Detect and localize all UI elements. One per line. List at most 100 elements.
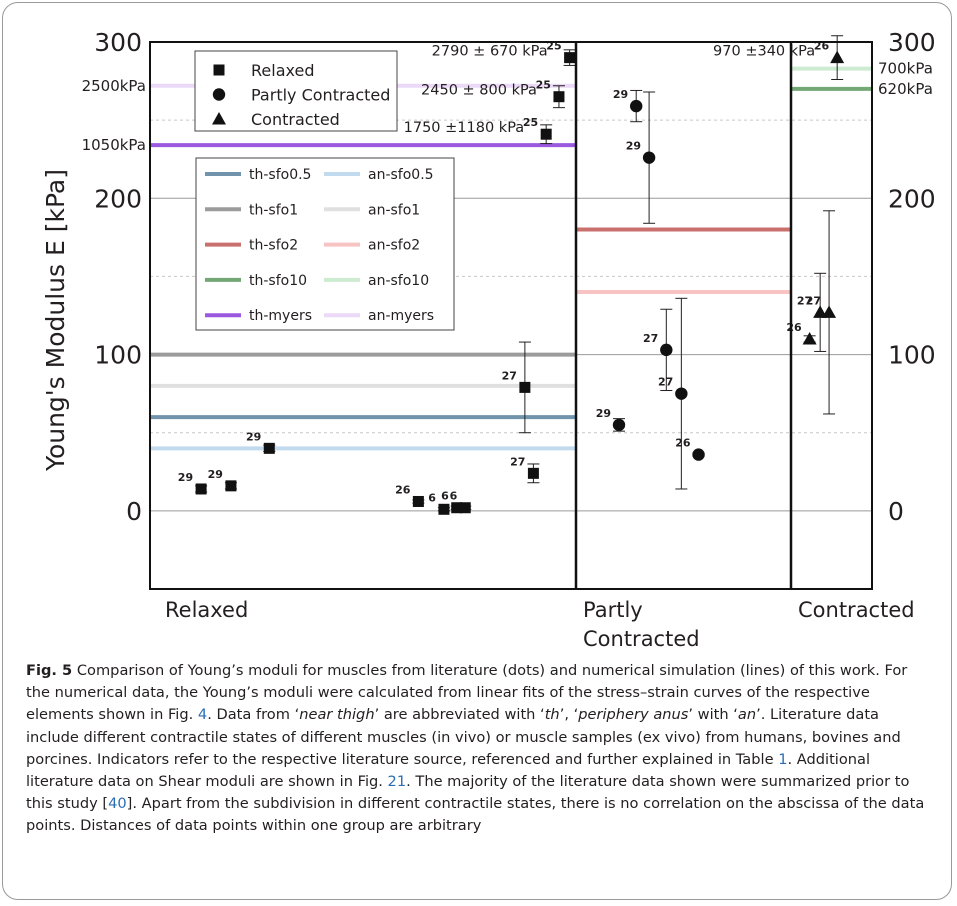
reference-label: 27 (658, 376, 673, 389)
y-tick-label-right: 200 (888, 184, 936, 213)
data-point: 29 (626, 91, 656, 224)
group-label: Relaxed (165, 598, 248, 622)
marker-triangle (802, 331, 817, 345)
line-value-label: 700kPa (878, 60, 933, 78)
data-point: 6 (428, 491, 450, 515)
y-tick-label-left: 200 (94, 184, 142, 213)
marker-square (527, 467, 539, 479)
reference-label: 29 (208, 468, 223, 481)
legend-line-label: th-sfo2 (249, 238, 298, 254)
y-tick-label-right: 100 (888, 341, 936, 370)
y-tick-label-left: 300 (94, 28, 142, 57)
legend-marker-triangle (212, 112, 226, 125)
data-point: 29 (613, 88, 643, 123)
marker-circle (692, 448, 705, 461)
legends: Relaxed Partly Contracted Contracted th-sfo… (194, 50, 455, 331)
reference-label: 29 (596, 407, 611, 420)
y-tick-label-left: 0 (126, 497, 142, 526)
marker-square (519, 381, 531, 393)
group-label: Contracted (798, 598, 915, 622)
value-annotation: 970 ±340 kPa (713, 44, 815, 60)
value-annotation: 2790 ± 670 kPa (432, 44, 548, 60)
data-point: 26 (675, 437, 705, 461)
figure-4-link[interactable]: 4 (197, 706, 208, 724)
reference-label: 6 (450, 490, 458, 503)
data-point: 29 (208, 468, 237, 492)
reference-label: 29 (178, 471, 193, 484)
reference-label: 6 (428, 491, 436, 504)
data-point: 27 (806, 210, 837, 415)
group-label-line: Relaxed (165, 598, 248, 622)
data-point: 29 (178, 471, 208, 495)
marker-circle (612, 418, 626, 432)
group-label-line: Contracted (583, 627, 700, 650)
marker-square (438, 503, 450, 515)
legend-line-label: th-sfo10 (249, 273, 307, 289)
marker-triangle (830, 50, 845, 64)
data-point: 26 (395, 483, 425, 507)
marker-triangle (822, 305, 837, 318)
legend-line-label: an-sfo2 (368, 238, 420, 254)
marker-square (225, 480, 237, 492)
group-label-line: Contracted (798, 598, 915, 622)
legend-marker-label: Relaxed (251, 61, 314, 80)
reference-label: 29 (626, 140, 641, 153)
figure-label: Fig. 5 (26, 662, 73, 679)
value-annotation: 1750 ±1180 kPa (404, 120, 525, 136)
axes: 2500kPa 1050kPa 700kPa 620kPa 0 0 100 100 200 200… (82, 28, 936, 650)
y-axis-label: Young's Modulus E [kPa] (41, 169, 70, 472)
line-value-label: 2500kPa (82, 77, 146, 95)
legend-line-label: th-sfo0.5 (249, 167, 311, 183)
legend-line-label: an-myers (368, 308, 434, 324)
reference-label: 25 (536, 79, 551, 92)
marker-square (195, 483, 207, 495)
marker-circle (660, 343, 673, 357)
reference-label: 27 (806, 294, 821, 307)
figure-caption: Fig. 5 Comparison of Young’s moduli for … (26, 662, 925, 835)
table-1-link[interactable]: 1 (778, 750, 788, 768)
data-point: 6 (450, 490, 472, 514)
value-annotation: 2450 ± 800 kPa (421, 83, 537, 99)
legend-line-label: an-sfo0.5 (368, 167, 434, 183)
marker-legend (194, 50, 398, 132)
marker-square (263, 442, 275, 454)
reference-label: 27 (502, 369, 517, 382)
data-point: 27 (502, 341, 531, 434)
legend-line-label: an-sfo10 (368, 273, 429, 289)
marker-square (540, 128, 552, 140)
y-tick-label-left: 100 (94, 341, 142, 370)
legend-line-label: an-sfo1 (368, 202, 420, 218)
reference-label: 29 (613, 88, 628, 101)
legend-line-label: th-sfo1 (249, 202, 298, 218)
marker-square (564, 52, 576, 64)
legend-marker-label: Contracted (251, 110, 340, 129)
legend-marker-label: Partly Contracted (251, 86, 390, 105)
reference-40-link[interactable]: 40 (108, 795, 127, 813)
data-point: 27 (658, 297, 688, 490)
y-tick-label-right: 0 (888, 497, 904, 526)
reference-label: 27 (643, 332, 658, 345)
y-tick-label-right: 300 (888, 28, 936, 57)
reference-label: 26 (395, 483, 411, 496)
line-value-label: 620kPa (878, 80, 933, 98)
marker-triangle (813, 305, 828, 318)
figure-21-link[interactable]: 21 (387, 773, 407, 791)
data-point: 27 (797, 272, 828, 352)
data-point: 29 (596, 407, 626, 432)
plot-border (149, 41, 873, 590)
reference-label: 29 (246, 430, 261, 443)
data-point: 27 (643, 308, 673, 392)
marker-circle (642, 151, 656, 164)
marker-circle (675, 387, 688, 400)
marker-square (412, 495, 424, 507)
marker-square (553, 91, 565, 103)
reference-label: 26 (786, 321, 802, 334)
line-value-label: 1050kPa (82, 136, 146, 154)
group-label: Partly Contracted (583, 598, 700, 650)
legend-line-label: th-myers (249, 308, 312, 324)
data-point: 29 (246, 430, 276, 454)
group-label-line: Partly (583, 598, 643, 622)
